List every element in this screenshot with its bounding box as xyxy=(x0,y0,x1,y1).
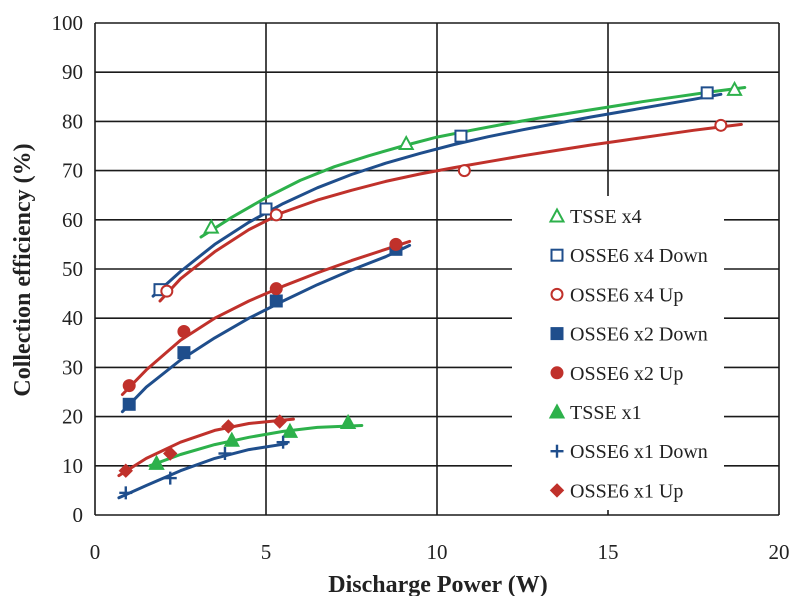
axis-layer: 0 10 20 30 40 50 60 70 80 90 100 0 5 10 15 20 xyxy=(52,11,790,564)
legend-entry-3: OSSE6 x2 Down xyxy=(570,324,708,346)
trendline-4 xyxy=(120,239,412,396)
data-point-4 xyxy=(122,379,136,393)
legend-entry-1: OSSE6 x4 Down xyxy=(570,245,708,267)
data-point-4 xyxy=(177,324,191,338)
legend-entry-2: OSSE6 x4 Up xyxy=(570,284,683,306)
legend-entry-4: OSSE6 x2 Up xyxy=(570,363,683,385)
data-point-6 xyxy=(163,471,177,485)
trendline-7 xyxy=(117,417,295,478)
x-axis-title: Discharge Power (W) xyxy=(328,572,548,596)
data-point-2 xyxy=(714,118,728,132)
y-tick-label: 40 xyxy=(62,306,83,330)
marker-layer xyxy=(118,80,743,500)
legend-entry-6: OSSE6 x1 Down xyxy=(570,441,708,463)
y-tick-label: 90 xyxy=(62,60,83,84)
data-point-2 xyxy=(160,284,174,298)
data-point-5 xyxy=(148,454,165,470)
data-point-4 xyxy=(389,237,403,251)
data-point-7 xyxy=(272,414,287,429)
trendline-1 xyxy=(151,92,723,298)
x-tick-label: 10 xyxy=(427,540,448,564)
y-tick-label: 50 xyxy=(62,257,83,281)
data-point-3 xyxy=(269,294,283,308)
data-point-7 xyxy=(163,446,178,461)
x-tick-label: 5 xyxy=(261,540,272,564)
y-tick-label: 70 xyxy=(62,159,83,183)
legend-marker-5 xyxy=(548,403,566,419)
data-point-0 xyxy=(203,218,220,234)
data-point-5 xyxy=(339,413,357,430)
legend-entry-7: OSSE6 x1 Up xyxy=(570,480,683,502)
trendline-3 xyxy=(120,243,412,414)
legend-marker-7 xyxy=(549,483,565,498)
y-tick-label: 0 xyxy=(73,503,84,527)
y-tick-label: 10 xyxy=(62,454,83,478)
legend-entry-0: TSSE x4 xyxy=(570,206,642,228)
trendline-2 xyxy=(158,122,743,303)
x-tick-label: 0 xyxy=(90,540,101,564)
trend-layer xyxy=(117,86,747,500)
legend-background xyxy=(512,196,724,510)
legend-marker-6 xyxy=(550,444,564,458)
legend-marker-3 xyxy=(550,327,564,341)
data-point-2 xyxy=(457,164,471,178)
data-point-0 xyxy=(398,134,415,151)
trendline-0 xyxy=(199,86,747,239)
y-tick-label: 80 xyxy=(62,109,83,133)
data-point-6 xyxy=(276,435,290,449)
y-tick-label: 30 xyxy=(62,355,83,379)
data-point-7 xyxy=(221,419,236,434)
data-point-6 xyxy=(119,486,133,500)
legend-marker-4 xyxy=(550,366,564,380)
data-point-5 xyxy=(281,422,299,438)
data-point-3 xyxy=(177,346,191,360)
data-point-2 xyxy=(269,208,283,222)
legend-entry-5: TSSE x1 xyxy=(570,402,642,424)
data-point-0 xyxy=(726,80,743,96)
legend: TSSE x4 OSSE6 x4 Down OSSE6 x4 Up OSSE6 x2 … xyxy=(512,196,724,510)
y-axis-title: Collection efficiency (%) xyxy=(10,143,36,396)
y-tick-label: 60 xyxy=(62,208,83,232)
legend-marker-2 xyxy=(550,287,564,301)
data-point-1 xyxy=(259,202,273,216)
data-point-1 xyxy=(700,86,714,100)
data-point-6 xyxy=(218,447,232,460)
data-point-3 xyxy=(122,397,136,411)
y-tick-label: 100 xyxy=(52,11,84,35)
x-tick-label: 15 xyxy=(598,540,619,564)
y-tick-label: 20 xyxy=(62,405,83,429)
data-point-5 xyxy=(223,431,240,447)
x-tick-label: 20 xyxy=(769,540,790,564)
data-point-1 xyxy=(454,129,468,143)
trendline-5 xyxy=(148,424,364,468)
trendline-6 xyxy=(117,442,288,500)
legend-marker-1 xyxy=(550,248,564,262)
legend-marker-0 xyxy=(548,207,566,223)
data-point-4 xyxy=(269,282,283,296)
data-point-7 xyxy=(118,463,133,478)
